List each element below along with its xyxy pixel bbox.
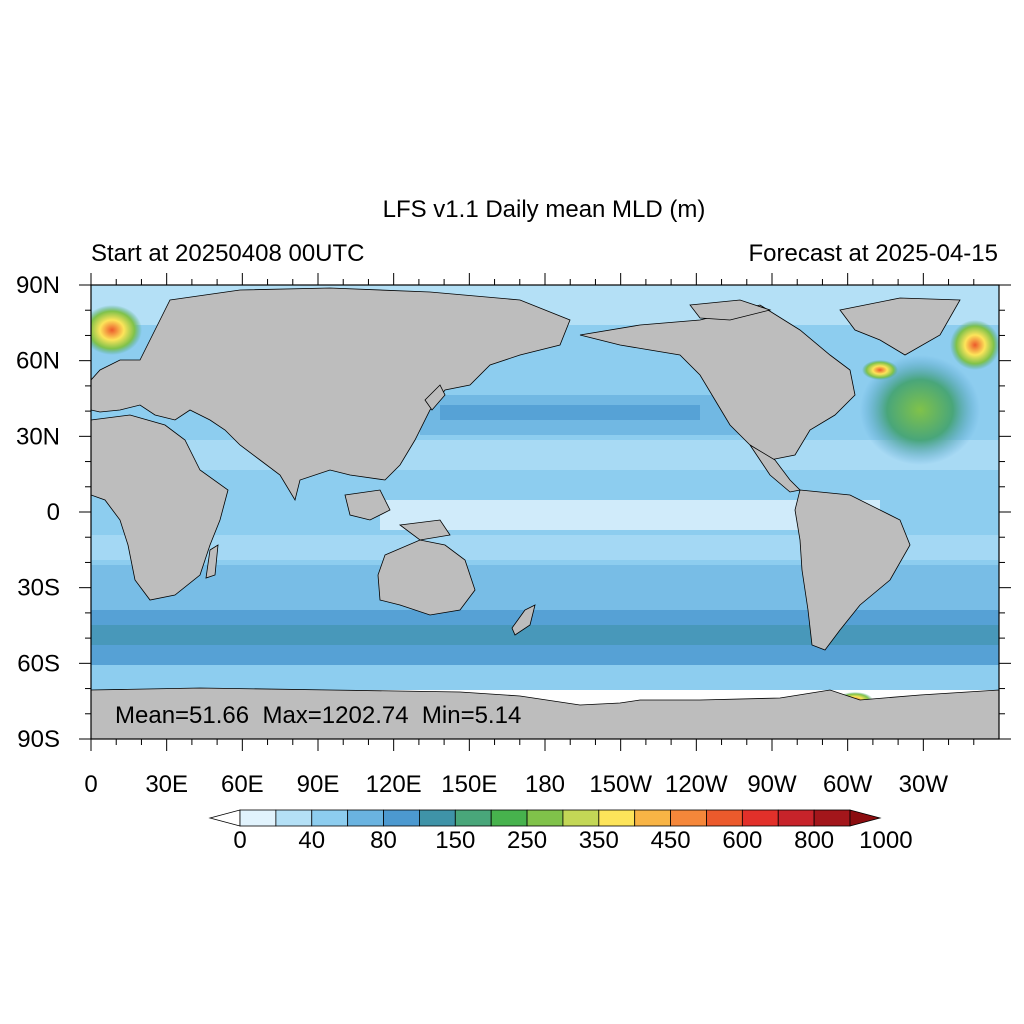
- colorbar-swatch: [347, 809, 384, 827]
- landmass-eurasia: [91, 287, 571, 502]
- lat-tick-label: 90N: [16, 272, 60, 299]
- lon-tick-label: 30E: [145, 771, 188, 798]
- land-masses: [91, 287, 999, 739]
- colorbar-label: 150: [435, 827, 475, 854]
- lon-tick-label: 0: [84, 771, 97, 798]
- lon-tick-label: 150E: [441, 771, 497, 798]
- lat-tick-label: 60N: [16, 348, 60, 375]
- colorbar-swatch: [813, 809, 851, 827]
- landmass-madagascar: [205, 544, 219, 579]
- landmass-new-guinea: [398, 519, 451, 541]
- colorbar-swatch: [275, 809, 313, 827]
- colorbar-swatch: [311, 809, 349, 827]
- colorbar: 0 40 80 150 250 350 450 600 800 1000: [208, 809, 913, 854]
- map-title: LFS v1.1 Daily mean MLD (m): [382, 196, 706, 223]
- landmass-arctic-islands: [689, 299, 772, 321]
- colorbar-swatch: [562, 809, 600, 827]
- lon-tick-label: 180: [525, 771, 565, 798]
- lon-tick-label: 120E: [366, 771, 422, 798]
- lat-tick-label: 30N: [16, 423, 60, 450]
- landmass-japan: [424, 384, 446, 411]
- landmass-antarctica: [91, 687, 999, 739]
- lon-tick-label: 90E: [297, 771, 340, 798]
- forecast-time-label: Forecast at 2025-04-15: [748, 240, 998, 267]
- axis-ticks: [79, 273, 1011, 751]
- lat-tick-label: 90S: [17, 726, 60, 753]
- landmass-greenland: [839, 297, 961, 356]
- colorbar-swatch: [670, 809, 707, 827]
- colorbar-label: 800: [794, 827, 834, 854]
- colorbar-label: 250: [507, 827, 547, 854]
- colorbar-label: 40: [298, 827, 325, 854]
- axis-tick-labels: 90N 60N 30N 0 30S 60S 90S 0 30E 60E 90E 120E 150E 180…: [16, 272, 948, 798]
- colorbar-swatch: [741, 809, 779, 827]
- landmass-new-zealand: [511, 604, 536, 636]
- colorbar-swatch: [526, 809, 564, 827]
- lat-tick-label: 30S: [17, 575, 60, 602]
- colorbar-swatch: [598, 809, 636, 827]
- colorbar-label: 350: [579, 827, 619, 854]
- lon-tick-label: 60E: [221, 771, 264, 798]
- colorbar-swatch: [419, 809, 456, 827]
- landmass-maritime-continent: [344, 489, 391, 521]
- lon-tick-label: 150W: [589, 771, 652, 798]
- landmass-australia: [377, 539, 476, 616]
- colorbar-max-triangle: [849, 809, 882, 827]
- colorbar-label: 0: [233, 827, 246, 854]
- colorbar-swatch: [383, 809, 420, 827]
- lat-tick-label: 60S: [17, 650, 60, 677]
- lon-tick-label: 120W: [665, 771, 728, 798]
- colorbar-swatch: [454, 809, 492, 827]
- colorbar-min-triangle: [208, 809, 241, 827]
- colorbar-swatch: [777, 809, 815, 827]
- landmass-south-america: [794, 489, 911, 651]
- lon-tick-label: 90W: [747, 771, 797, 798]
- stats-text: Mean=51.66 Max=1202.74 Min=5.14: [115, 702, 521, 729]
- colorbar-swatch: [490, 809, 528, 827]
- colorbar-label: 80: [370, 827, 397, 854]
- colorbar-swatch: [239, 809, 277, 827]
- landmass-africa: [91, 414, 229, 601]
- colorbar-label: 1000: [859, 827, 912, 854]
- lon-tick-label: 30W: [899, 771, 949, 798]
- lat-tick-label: 0: [47, 499, 60, 526]
- colorbar-swatch: [706, 809, 743, 827]
- colorbar-label: 450: [651, 827, 691, 854]
- start-time-label: Start at 20250408 00UTC: [91, 240, 365, 267]
- colorbar-swatch: [634, 809, 671, 827]
- lon-tick-label: 60W: [823, 771, 873, 798]
- colorbar-label: 600: [722, 827, 762, 854]
